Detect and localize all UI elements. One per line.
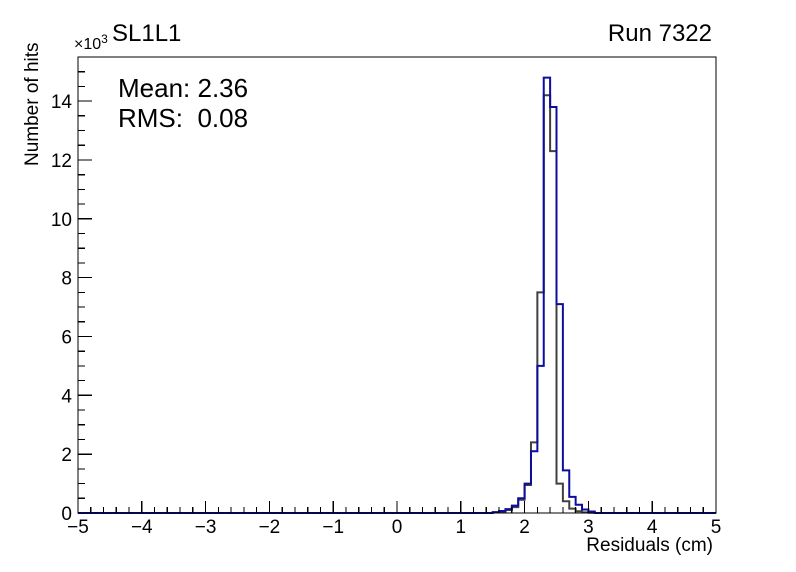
x-tick-label: 5	[711, 517, 722, 538]
histogram-title: SL1L1	[112, 20, 182, 47]
y-axis-multiplier: ×103	[74, 32, 108, 54]
y-tick-label: 2	[61, 445, 72, 466]
x-tick-label: 0	[392, 517, 403, 538]
x-tick-label: −2	[259, 517, 281, 538]
y-axis-title: Number of hits	[22, 42, 43, 166]
y-tick-label: 0	[61, 504, 72, 525]
x-axis-title: Residuals (cm)	[586, 535, 713, 556]
x-tick-label: 3	[583, 517, 594, 538]
x-tick-label: 2	[519, 517, 530, 538]
x-tick-label: −4	[131, 517, 153, 538]
y-axis-multiplier-exponent: 3	[101, 32, 108, 46]
y-tick-label: 8	[61, 269, 72, 290]
x-tick-label: −3	[195, 517, 217, 538]
x-tick-label: 1	[456, 517, 467, 538]
x-tick-label: 4	[647, 517, 658, 538]
x-tick-label: −5	[67, 517, 89, 538]
run-label: Run 7322	[607, 20, 712, 47]
y-axis-multiplier-base: ×10	[74, 36, 102, 53]
y-tick-label: 10	[51, 210, 72, 231]
residuals-histogram-line	[78, 76, 716, 514]
y-tick-label: 12	[51, 151, 72, 172]
y-tick-label: 14	[51, 92, 73, 113]
y-tick-label: 6	[61, 327, 72, 348]
x-tick-label: −1	[322, 517, 344, 538]
y-tick-label: 4	[61, 386, 72, 407]
rms-annotation: RMS: 0.08	[118, 103, 249, 133]
reference-histogram-line	[78, 94, 716, 514]
mean-annotation: Mean: 2.36	[118, 73, 249, 103]
